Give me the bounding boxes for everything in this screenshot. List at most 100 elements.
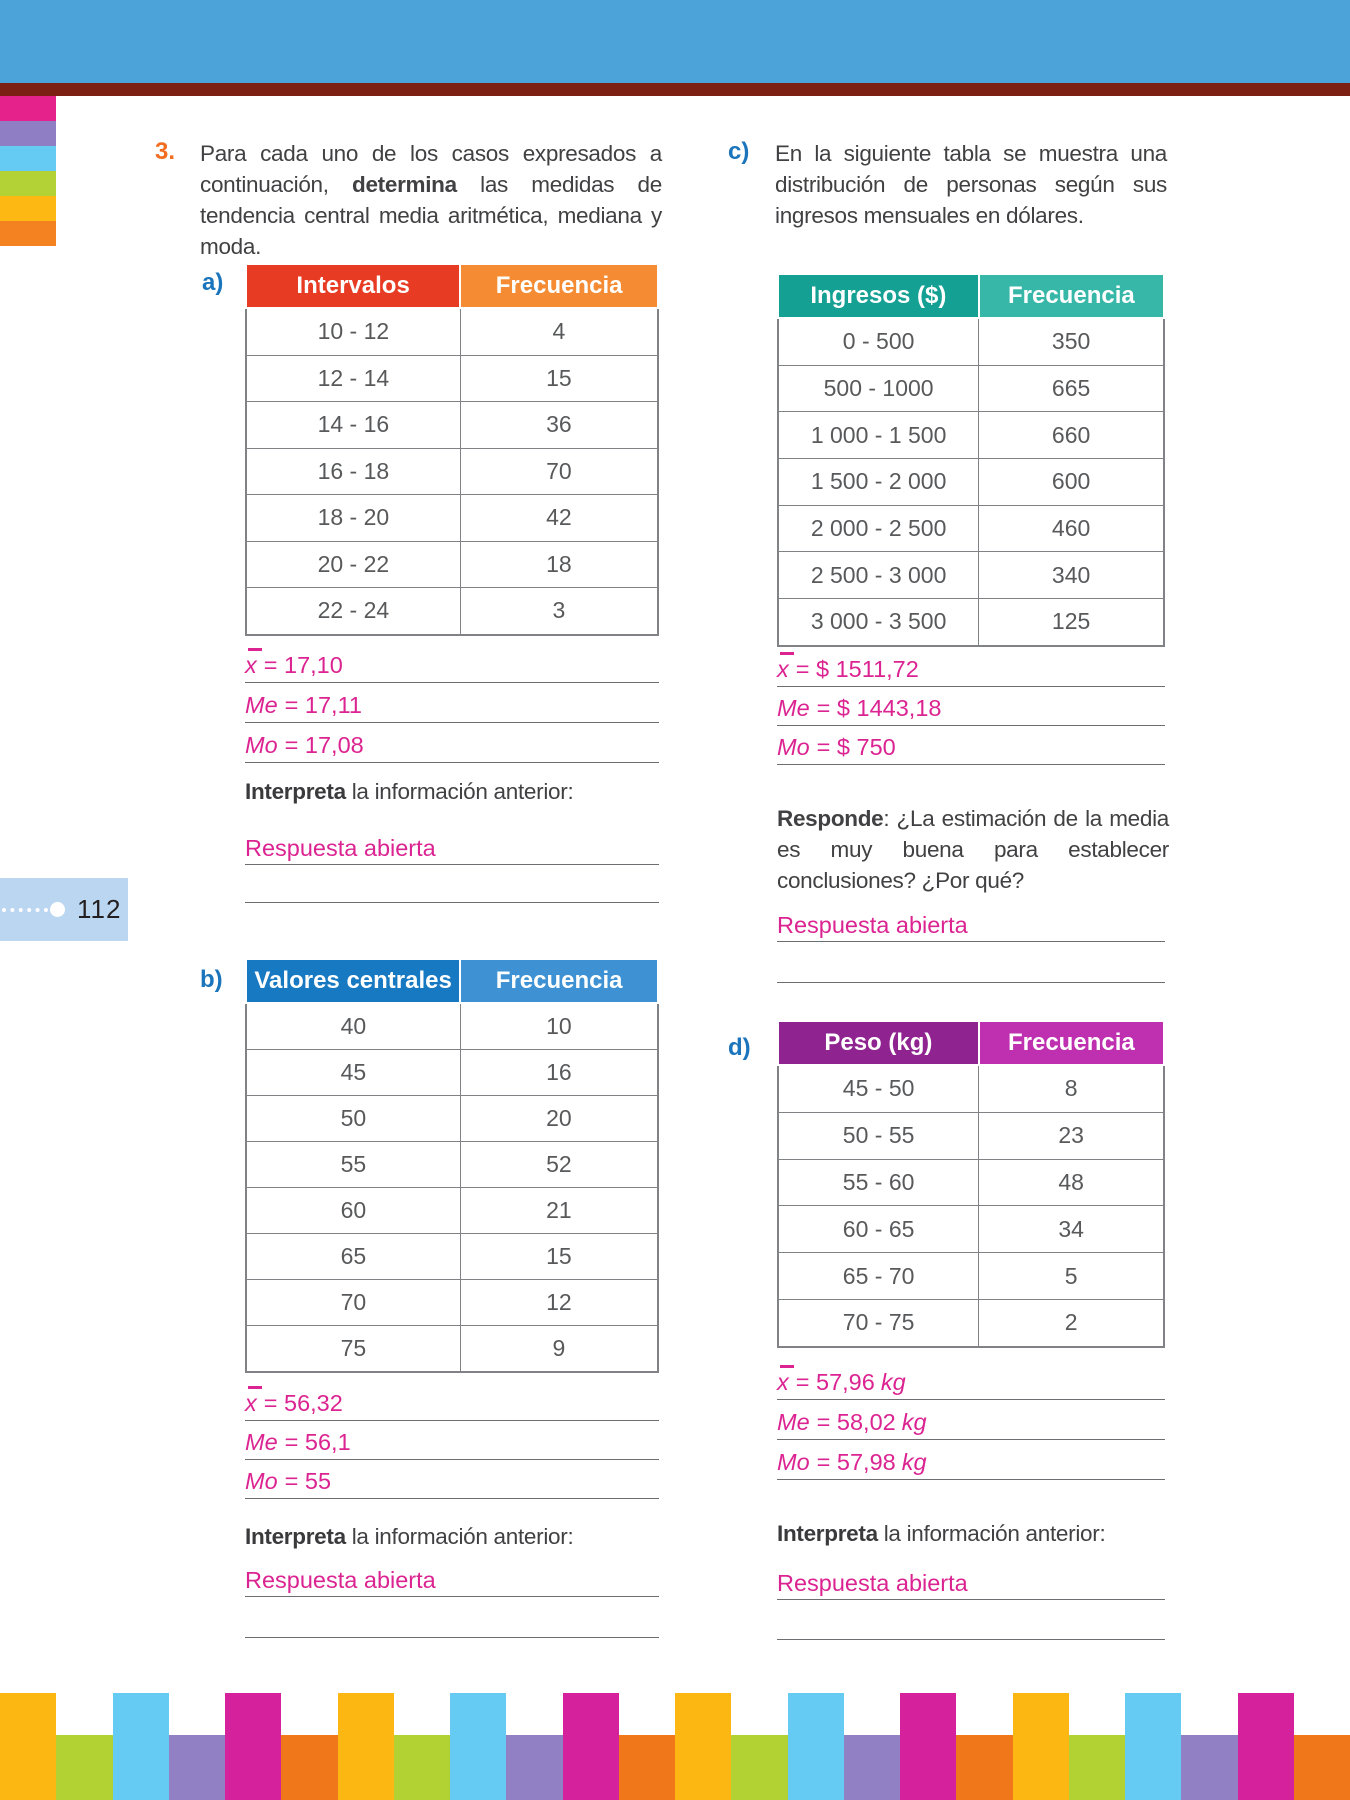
cell-frequency: 70: [459, 447, 659, 495]
footer-bar: [1293, 1735, 1350, 1800]
cell-interval: 22 - 24: [245, 587, 461, 635]
table-row: 3 000 - 3 500 125: [777, 598, 1165, 647]
x-bar-symbol: x: [245, 1386, 262, 1416]
respuesta-abierta-line: Respuesta abierta: [245, 1563, 659, 1597]
frequency-table-b: Valores centrales Frecuencia 40 10 45 16 5…: [244, 958, 659, 1373]
header-row: Ingresos ($) Frecuencia: [777, 273, 1166, 319]
mode-symbol: Mo: [777, 734, 810, 760]
cell-interval: 14 - 16: [245, 401, 461, 449]
footer-bar: [731, 1735, 788, 1800]
interpreta-bold: Interpreta: [245, 779, 346, 804]
mode-value: = 55: [284, 1468, 332, 1494]
frequency-table-c: Ingresos ($) Frecuencia 0 - 500 350 500 -…: [777, 273, 1166, 647]
open-answer-c: Respuesta abierta: [777, 908, 1165, 983]
header-row: Peso (kg) Frecuencia: [777, 1020, 1166, 1066]
section-d-label: d): [728, 1034, 751, 1061]
cell-income: 1 500 - 2 000: [777, 458, 980, 506]
frequency-table-a: Intervalos Frecuencia 10 - 12 4 12 - 14 15…: [244, 263, 659, 636]
table-row: 65 - 70 5: [777, 1252, 1165, 1300]
footer-bar: [393, 1735, 450, 1800]
footer-bar: [956, 1735, 1013, 1800]
interpreta-prompt-a: Interpreta la información anterior:: [245, 779, 574, 805]
footer-bar: [675, 1693, 732, 1800]
cell-frequency: 2: [978, 1298, 1165, 1348]
mode-symbol: Mo: [777, 1449, 810, 1475]
section-c: Ingresos ($) Frecuencia 0 - 500 350 500 -…: [690, 273, 1170, 647]
median-answer-line: Me = 56,1: [245, 1421, 659, 1460]
section-a-label: a): [202, 269, 224, 296]
section-b-label: b): [200, 966, 223, 993]
cell-frequency: 600: [978, 458, 1165, 506]
cell-frequency: 12: [459, 1279, 659, 1326]
col-header-frecuencia: Frecuencia: [459, 263, 659, 309]
table-row: 10 - 12 4: [245, 307, 659, 356]
table-row: 60 - 65 34: [777, 1205, 1165, 1254]
footer-color-blocks: [0, 1693, 1350, 1800]
table-row: 500 - 1000 665: [777, 364, 1165, 413]
cell-frequency: 9: [459, 1325, 659, 1373]
respuesta-abierta-line: Respuesta abierta: [777, 1566, 1165, 1600]
statement-before: Para cada uno de los casos expresados a …: [200, 141, 662, 197]
mean-answer-line: x = 17,10: [245, 643, 659, 683]
x-bar-symbol: x: [777, 1365, 794, 1395]
col-header-frecuencia: Frecuencia: [977, 1020, 1166, 1066]
problem-statement: Para cada uno de los casos expresados a …: [200, 138, 662, 262]
cell-frequency: 665: [978, 364, 1165, 413]
table-row: 18 - 20 42: [245, 494, 659, 542]
cell-value: 70: [245, 1279, 461, 1326]
footer-bar: [1237, 1693, 1294, 1800]
tab-yellow: [0, 196, 56, 221]
answers-b: x = 56,32 Me = 56,1 Mo = 55: [245, 1382, 659, 1499]
footer-bar: [1068, 1735, 1125, 1800]
cell-frequency: 34: [978, 1205, 1165, 1254]
cell-income: 2 500 - 3 000: [777, 551, 980, 600]
median-symbol: Me: [777, 695, 810, 721]
answers-a: x = 17,10 Me = 17,11 Mo = 17,08: [245, 643, 659, 763]
blank-answer-line: [777, 942, 1165, 983]
mode-value: = 57,98: [816, 1449, 896, 1475]
header-row: Valores centrales Frecuencia: [244, 958, 659, 1004]
interpreta-rest: la información anterior:: [877, 1521, 1106, 1546]
respuesta-abierta-line: Respuesta abierta: [777, 908, 1165, 942]
footer-bar: [337, 1693, 394, 1800]
blank-answer-line: [777, 1600, 1165, 1640]
table-row: 2 000 - 2 500 460: [777, 504, 1165, 553]
table-row: 70 - 75 2: [777, 1298, 1165, 1348]
respuesta-abierta-text: Respuesta abierta: [777, 1570, 968, 1596]
cell-frequency: 4: [459, 307, 659, 356]
open-answer-a: Respuesta abierta: [245, 831, 659, 903]
mean-value: = 57,96: [795, 1369, 875, 1395]
interpreta-prompt-d: Interpreta la información anterior:: [777, 1521, 1106, 1547]
footer-bar: [0, 1693, 57, 1800]
table-row: 0 - 500 350: [777, 317, 1165, 366]
median-answer-line: Me = 58,02 kg: [777, 1400, 1165, 1440]
statement-bold: determina: [352, 172, 457, 197]
dotted-leader: [2, 907, 48, 912]
cell-weight: 55 - 60: [777, 1158, 980, 1207]
cell-income: 2 000 - 2 500: [777, 504, 980, 553]
tab-blue: [0, 146, 56, 171]
x-bar-symbol: x: [245, 648, 262, 678]
cell-interval: 12 - 14: [245, 354, 461, 402]
tab-green: [0, 171, 56, 196]
section-d: d) Peso (kg) Frecuencia 45 - 50 8 50 - 55…: [690, 1020, 1170, 1348]
responde-prompt: Responde: ¿La estimación de la media es …: [777, 803, 1169, 896]
open-answer-d: Respuesta abierta: [777, 1566, 1165, 1640]
median-unit: kg: [901, 1409, 927, 1435]
mean-unit: kg: [880, 1369, 906, 1395]
cell-frequency: 18: [459, 540, 659, 588]
cell-frequency: 15: [459, 354, 659, 402]
top-maroon-stripe: [0, 83, 1350, 96]
frequency-table-d: Peso (kg) Frecuencia 45 - 50 8 50 - 55 23 …: [777, 1020, 1166, 1348]
cell-value: 60: [245, 1187, 461, 1234]
footer-bar: [281, 1735, 338, 1800]
cell-interval: 16 - 18: [245, 447, 461, 495]
cell-frequency: 21: [459, 1187, 659, 1234]
respuesta-abierta-line: Respuesta abierta: [245, 831, 659, 865]
cell-interval: 18 - 20: [245, 494, 461, 542]
median-value: = 17,11: [284, 692, 362, 718]
right-column: c) En la siguiente tabla se muestra una …: [690, 0, 1175, 1700]
footer-bar: [843, 1735, 900, 1800]
mode-symbol: Mo: [245, 1468, 278, 1494]
